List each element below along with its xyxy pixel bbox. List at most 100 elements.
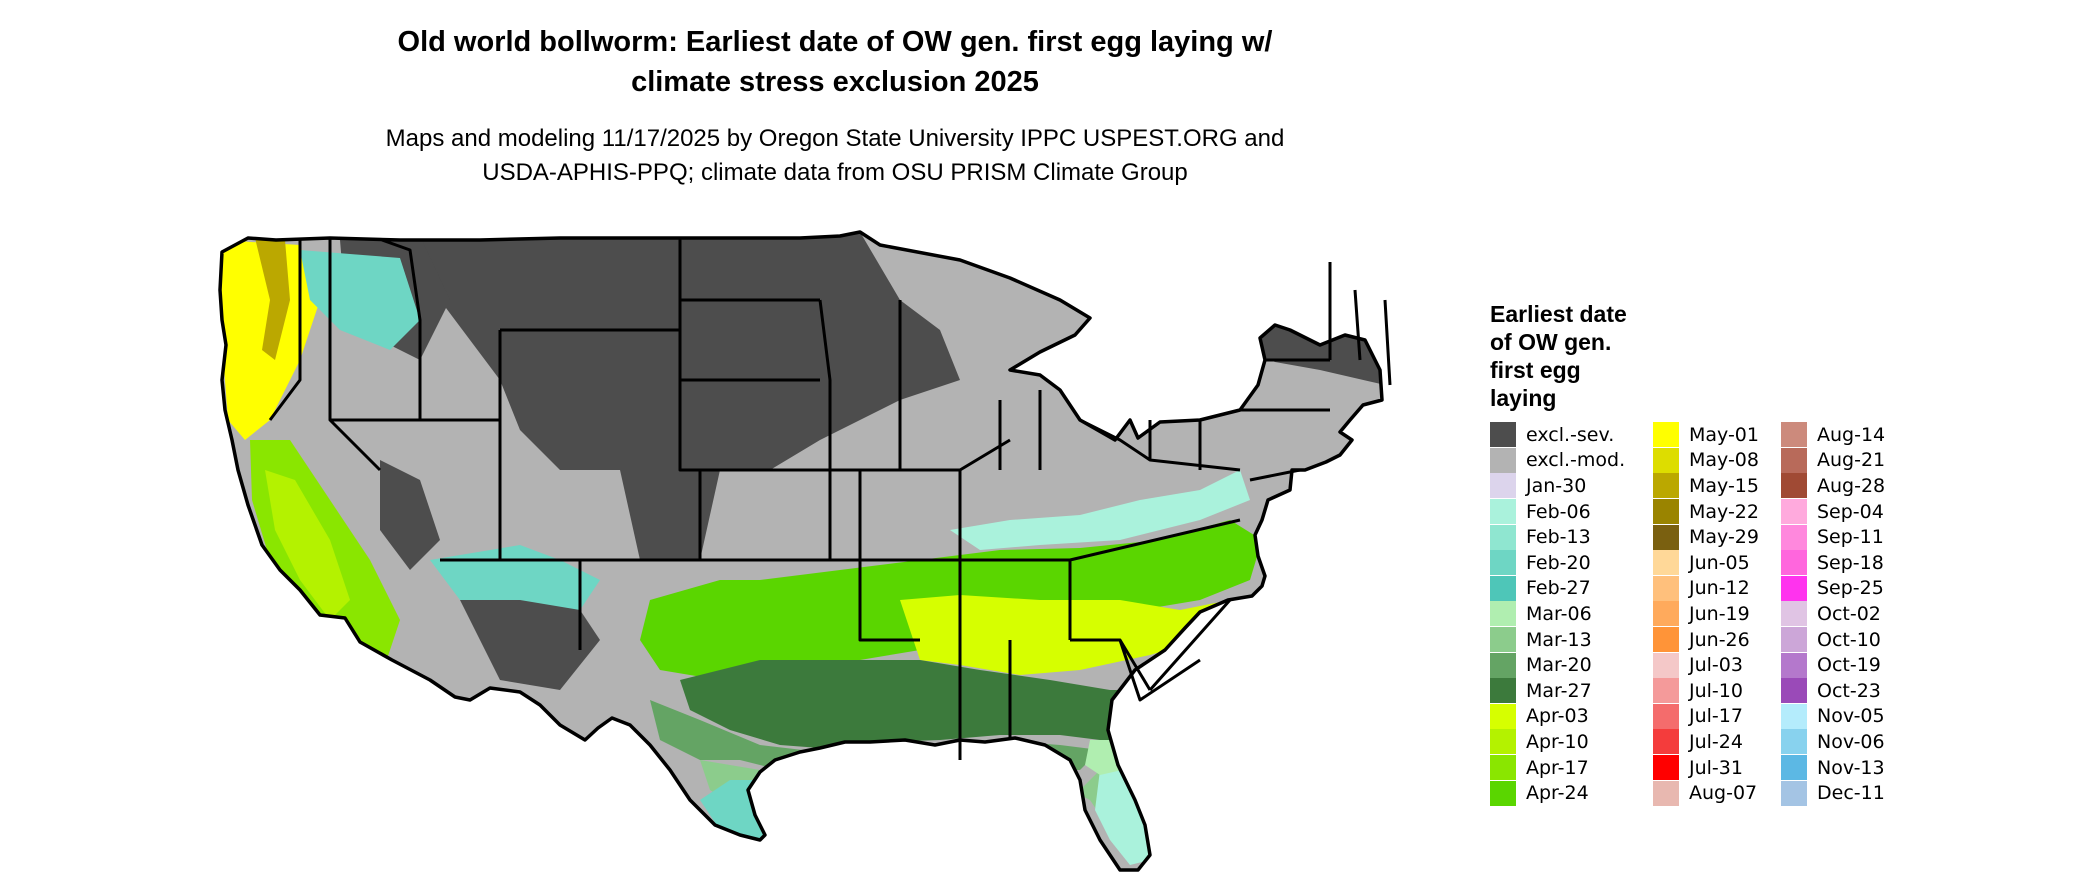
legend-label: Aug-14 — [1817, 423, 1886, 446]
legend-item: Feb-13 — [1490, 524, 1625, 550]
legend-swatch — [1490, 755, 1516, 781]
region-excl-sev-plains — [420, 232, 960, 560]
legend-title-line-2: of OW gen. — [1490, 329, 1612, 355]
legend-title-line-3: first egg — [1490, 357, 1581, 383]
legend-swatch — [1490, 627, 1516, 653]
map-title-line-2: climate stress exclusion 2025 — [631, 66, 1039, 98]
legend-label: Jan-30 — [1526, 474, 1587, 497]
legend-swatch — [1781, 422, 1807, 448]
legend-label: Jul-31 — [1689, 756, 1743, 779]
legend-label: Apr-24 — [1526, 782, 1589, 805]
legend-label: Feb-13 — [1526, 526, 1591, 549]
legend-item: Oct-19 — [1781, 652, 1885, 678]
legend-label: Nov-05 — [1817, 705, 1885, 728]
legend-item: Oct-10 — [1781, 627, 1885, 653]
legend-swatch — [1781, 499, 1807, 525]
state-borders — [268, 238, 1392, 760]
legend-title-line-1: Earliest date — [1490, 301, 1627, 327]
legend-label: Apr-03 — [1526, 705, 1589, 728]
map-subtitle-line-1: Maps and modeling 11/17/2025 by Oregon S… — [385, 125, 1285, 152]
legend-item: Aug-07 — [1653, 780, 1759, 806]
legend-label: Oct-19 — [1817, 654, 1881, 677]
legend-item: excl.-mod. — [1490, 447, 1626, 474]
legend-swatch — [1653, 499, 1679, 525]
legend-label: Dec-11 — [1817, 782, 1885, 805]
legend-swatch — [1490, 678, 1516, 704]
legend-label: Nov-13 — [1817, 756, 1885, 779]
legend-label: Apr-10 — [1526, 730, 1589, 753]
legend-item: May-08 — [1653, 447, 1759, 474]
legend-label: Mar-13 — [1526, 628, 1592, 651]
legend-label: Jun-19 — [1689, 602, 1750, 625]
legend-item: Sep-18 — [1781, 550, 1885, 576]
legend-item: Mar-20 — [1490, 652, 1625, 678]
legend-label: May-15 — [1689, 474, 1759, 497]
legend-item: Apr-10 — [1490, 729, 1625, 755]
legend-item: Aug-21 — [1781, 447, 1886, 474]
legend-label: Jun-26 — [1689, 628, 1750, 651]
legend-label: Oct-10 — [1817, 628, 1881, 651]
legend-label: Aug-28 — [1817, 474, 1886, 497]
legend-item: Oct-23 — [1781, 678, 1885, 704]
legend-item: Sep-25 — [1781, 575, 1885, 602]
legend-label: Aug-21 — [1817, 449, 1886, 472]
legend-item: Jul-24 — [1653, 729, 1759, 755]
legend-item: Feb-20 — [1490, 550, 1625, 576]
legend-swatch — [1781, 575, 1807, 601]
legend-swatch — [1781, 447, 1807, 473]
legend-swatch — [1490, 575, 1516, 601]
legend-column-1: excl.-sev. excl.-mod. Jan-30 Feb-06 Feb-13 Fe… — [1490, 422, 1625, 806]
legend-label: excl.-sev. — [1526, 423, 1615, 446]
region-may01-midsouth — [950, 470, 1250, 550]
legend-item: Jan-30 — [1490, 473, 1625, 499]
legend-item: Mar-13 — [1490, 627, 1625, 653]
legend-item: Dec-11 — [1781, 780, 1885, 806]
legend-label: Mar-06 — [1526, 602, 1592, 625]
legend-column-3: Aug-14 Aug-21 Aug-28 Sep-04 Sep-11 Sep-18 Sep-… — [1781, 422, 1885, 806]
legend-label: Aug-07 — [1689, 782, 1758, 805]
legend-label: Apr-17 — [1526, 756, 1589, 779]
legend-label: Sep-18 — [1817, 551, 1884, 574]
legend-swatch — [1653, 601, 1679, 627]
region-jul24-cascades — [255, 238, 290, 360]
legend-swatch — [1781, 703, 1807, 729]
legend-title-line-4: laying — [1490, 385, 1557, 411]
legend-swatch — [1490, 550, 1516, 576]
legend-label: May-01 — [1689, 423, 1759, 446]
legend-label: Jul-10 — [1689, 679, 1743, 702]
legend-label: Jun-12 — [1689, 577, 1750, 600]
legend-label: May-22 — [1689, 500, 1759, 523]
legend-item: Apr-03 — [1490, 703, 1625, 730]
legend-swatch — [1490, 703, 1516, 729]
legend-item: Jul-17 — [1653, 703, 1759, 730]
legend-column-2: May-01 May-08 May-15 May-22 May-29 Jun-05 Jun-… — [1653, 422, 1759, 806]
legend-swatch — [1490, 780, 1516, 806]
legend-item: Feb-27 — [1490, 575, 1625, 602]
legend-item: Nov-13 — [1781, 755, 1885, 781]
legend-label: May-29 — [1689, 526, 1759, 549]
legend-item: Jun-19 — [1653, 601, 1759, 627]
legend-label: Sep-04 — [1817, 500, 1884, 523]
legend-swatch — [1653, 755, 1679, 781]
legend-item: Sep-04 — [1781, 499, 1885, 525]
legend-label: Mar-20 — [1526, 654, 1592, 677]
legend-label: Jul-03 — [1689, 654, 1743, 677]
legend-item: Apr-24 — [1490, 780, 1625, 806]
map-subtitle: Maps and modeling 11/17/2025 by Oregon S… — [210, 122, 1460, 190]
legend-label: Sep-11 — [1817, 526, 1884, 549]
legend-swatch — [1781, 601, 1807, 627]
legend-item: Jun-05 — [1653, 550, 1759, 576]
map-regions — [220, 232, 1382, 870]
map-title: Old world bollworm: Earliest date of OW … — [210, 22, 1460, 102]
legend-swatch — [1781, 524, 1807, 550]
legend-label: May-08 — [1689, 449, 1759, 472]
map-legend: Earliest date of OW gen. first egg layin… — [1490, 300, 2010, 820]
legend-label: excl.-mod. — [1526, 449, 1626, 472]
legend-swatch — [1781, 473, 1807, 499]
legend-label: Feb-27 — [1526, 577, 1591, 600]
legend-label: Feb-20 — [1526, 551, 1591, 574]
legend-swatch — [1653, 422, 1679, 448]
legend-item: Jul-31 — [1653, 755, 1759, 781]
legend-swatch — [1490, 524, 1516, 550]
legend-item: excl.-sev. — [1490, 422, 1625, 448]
